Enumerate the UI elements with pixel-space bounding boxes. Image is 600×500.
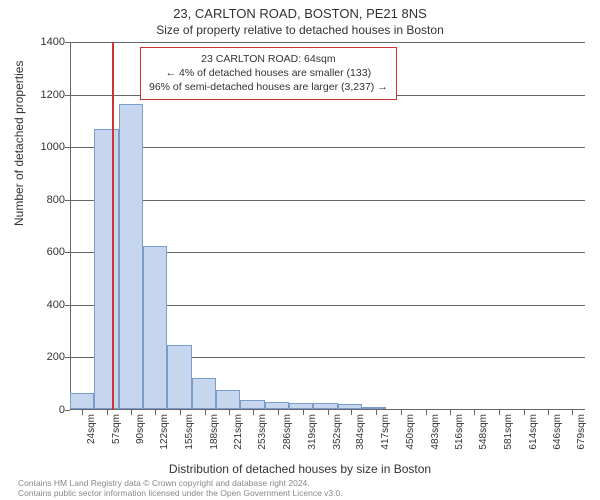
- histogram-bar: [94, 129, 118, 409]
- y-tick-label: 1400: [25, 36, 65, 48]
- y-tick-label: 400: [25, 299, 65, 311]
- histogram-bar: [313, 403, 337, 409]
- y-tick-label: 800: [25, 194, 65, 206]
- x-tick-label: 646sqm: [552, 414, 563, 464]
- x-tick-label: 155sqm: [184, 414, 195, 464]
- y-tick-label: 200: [25, 351, 65, 363]
- y-tick-label: 0: [25, 404, 65, 416]
- y-tick-label: 1200: [25, 89, 65, 101]
- x-tick-mark: [524, 410, 525, 415]
- y-tick-label: 1000: [25, 141, 65, 153]
- x-tick-mark: [450, 410, 451, 415]
- x-axis-label: Distribution of detached houses by size …: [0, 462, 600, 476]
- x-tick-mark: [155, 410, 156, 415]
- x-tick-mark: [426, 410, 427, 415]
- x-tick-label: 516sqm: [454, 414, 465, 464]
- chart-title-sub: Size of property relative to detached ho…: [0, 21, 600, 37]
- y-tick-mark: [65, 410, 70, 411]
- histogram-bar: [167, 345, 191, 409]
- footer-line2: Contains public sector information licen…: [18, 488, 600, 498]
- histogram-bar: [362, 407, 386, 409]
- histogram-bar: [338, 404, 362, 409]
- chart-plot-area: 020040060080010001200140024sqm57sqm90sqm…: [70, 42, 585, 410]
- x-tick-mark: [548, 410, 549, 415]
- histogram-bar: [143, 246, 167, 409]
- x-tick-label: 450sqm: [405, 414, 416, 464]
- y-tick-mark: [65, 95, 70, 96]
- x-tick-mark: [499, 410, 500, 415]
- x-tick-label: 221sqm: [233, 414, 244, 464]
- x-tick-mark: [253, 410, 254, 415]
- x-tick-mark: [278, 410, 279, 415]
- x-tick-label: 122sqm: [159, 414, 170, 464]
- x-tick-mark: [180, 410, 181, 415]
- y-tick-mark: [65, 42, 70, 43]
- x-tick-mark: [351, 410, 352, 415]
- x-tick-mark: [328, 410, 329, 415]
- histogram-bar: [192, 378, 216, 409]
- x-tick-label: 679sqm: [576, 414, 587, 464]
- x-tick-mark: [303, 410, 304, 415]
- y-tick-mark: [65, 147, 70, 148]
- chart-container: 23, CARLTON ROAD, BOSTON, PE21 8NS Size …: [0, 0, 600, 500]
- x-tick-label: 188sqm: [209, 414, 220, 464]
- footer-attribution: Contains HM Land Registry data © Crown c…: [0, 478, 600, 498]
- x-tick-mark: [205, 410, 206, 415]
- x-tick-mark: [401, 410, 402, 415]
- y-tick-label: 600: [25, 246, 65, 258]
- x-tick-mark: [474, 410, 475, 415]
- chart-title-main: 23, CARLTON ROAD, BOSTON, PE21 8NS: [0, 0, 600, 21]
- x-tick-label: 286sqm: [282, 414, 293, 464]
- x-tick-label: 581sqm: [503, 414, 514, 464]
- histogram-bar: [70, 393, 94, 409]
- property-marker-line: [112, 42, 114, 410]
- x-tick-label: 417sqm: [380, 414, 391, 464]
- y-tick-mark: [65, 252, 70, 253]
- x-tick-label: 548sqm: [478, 414, 489, 464]
- x-tick-mark: [229, 410, 230, 415]
- x-tick-label: 352sqm: [332, 414, 343, 464]
- x-tick-mark: [376, 410, 377, 415]
- x-tick-label: 384sqm: [355, 414, 366, 464]
- histogram-bar: [119, 104, 143, 409]
- grid-line: [70, 200, 585, 201]
- x-tick-mark: [572, 410, 573, 415]
- annotation-line3: 96% of semi-detached houses are larger (…: [149, 80, 388, 94]
- x-tick-label: 483sqm: [430, 414, 441, 464]
- y-tick-mark: [65, 200, 70, 201]
- y-tick-mark: [65, 357, 70, 358]
- histogram-bar: [216, 390, 240, 409]
- histogram-bar: [289, 403, 313, 409]
- grid-line: [70, 147, 585, 148]
- y-tick-mark: [65, 305, 70, 306]
- annotation-line2: ← 4% of detached houses are smaller (133…: [149, 66, 388, 80]
- y-axis-label: Number of detached properties: [12, 61, 26, 226]
- histogram-bar: [240, 400, 264, 409]
- histogram-bar: [265, 402, 289, 409]
- grid-line: [70, 42, 585, 43]
- x-tick-label: 319sqm: [307, 414, 318, 464]
- x-tick-mark: [82, 410, 83, 415]
- footer-line1: Contains HM Land Registry data © Crown c…: [18, 478, 600, 488]
- x-tick-label: 614sqm: [528, 414, 539, 464]
- x-tick-label: 90sqm: [135, 414, 146, 464]
- annotation-line1: 23 CARLTON ROAD: 64sqm: [149, 52, 388, 66]
- x-tick-label: 24sqm: [86, 414, 97, 464]
- property-annotation-box: 23 CARLTON ROAD: 64sqm ← 4% of detached …: [140, 47, 397, 100]
- x-tick-mark: [107, 410, 108, 415]
- x-tick-label: 57sqm: [111, 414, 122, 464]
- x-tick-label: 253sqm: [257, 414, 268, 464]
- x-tick-mark: [131, 410, 132, 415]
